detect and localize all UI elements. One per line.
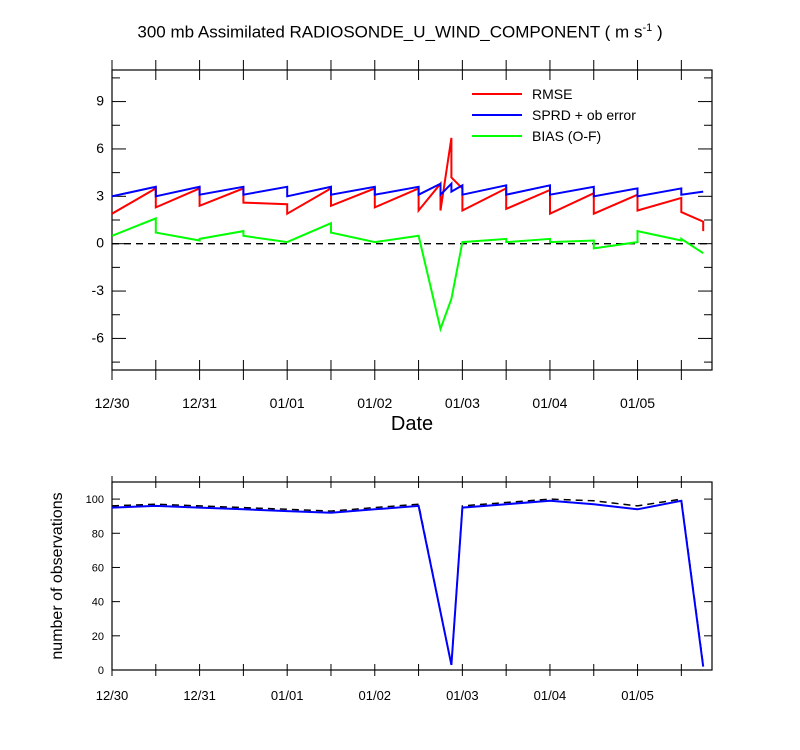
y-tick-label: 9 xyxy=(96,93,104,109)
y-tick-label: 3 xyxy=(96,187,104,203)
legend-label-bias-o-f: BIAS (O-F) xyxy=(532,128,601,144)
x-tick-label: 12/30 xyxy=(96,688,129,703)
chart-title: 300 mb Assimilated RADIOSONDE_U_WIND_COM… xyxy=(137,22,663,42)
y-tick-label: 20 xyxy=(92,631,104,643)
x-tick-label: 01/02 xyxy=(359,688,392,703)
series-line-rmse xyxy=(112,137,705,232)
x-tick-label: 01/05 xyxy=(621,688,654,703)
x-tick-label: 01/03 xyxy=(446,688,479,703)
x-tick-label: 12/31 xyxy=(183,688,216,703)
bottom-plot: 0 20 40 60 80 100 12/30 12/31 01/01 01/02 01/03 01/… xyxy=(49,476,713,703)
y-tick-label: 40 xyxy=(92,597,104,609)
y-tick-label: 0 xyxy=(98,665,104,677)
top-plot: -6 -3 0 3 6 9 12/30 12/31 01/01 01/02 01/03 01/04 01… xyxy=(92,60,713,435)
x-tick-label: 01/03 xyxy=(445,395,480,411)
series-line-total-observations xyxy=(112,498,704,666)
y-tick-label: 60 xyxy=(92,562,104,574)
legend-label-sprd-ob-error: SPRD + ob error xyxy=(532,107,636,123)
x-tick-label: 01/05 xyxy=(620,395,655,411)
y-axis-label: number of observations xyxy=(49,492,66,659)
y-tick-label: 0 xyxy=(96,235,104,251)
x-tick-label: 12/30 xyxy=(94,395,129,411)
series-line-sprd-ob-error xyxy=(112,181,704,198)
legend-label-rmse: RMSE xyxy=(532,86,572,102)
y-tick-label: 80 xyxy=(92,528,104,540)
plot-frame xyxy=(111,481,713,671)
x-tick-label: 01/01 xyxy=(270,395,305,411)
y-tick-label: -3 xyxy=(92,282,105,298)
y-tick-label: 6 xyxy=(96,140,104,156)
y-tick-label: -6 xyxy=(92,329,105,345)
x-axis-label: Date xyxy=(391,413,433,435)
y-tick-label: 100 xyxy=(86,494,104,506)
x-tick-label: 01/04 xyxy=(534,688,567,703)
x-tick-label: 01/01 xyxy=(271,688,304,703)
series-line-bias-o-f xyxy=(112,216,704,333)
x-tick-label: 01/02 xyxy=(357,395,392,411)
x-tick-label: 01/04 xyxy=(532,395,567,411)
series-line-assimilated-observations xyxy=(112,499,705,667)
x-tick-label: 12/31 xyxy=(182,395,217,411)
